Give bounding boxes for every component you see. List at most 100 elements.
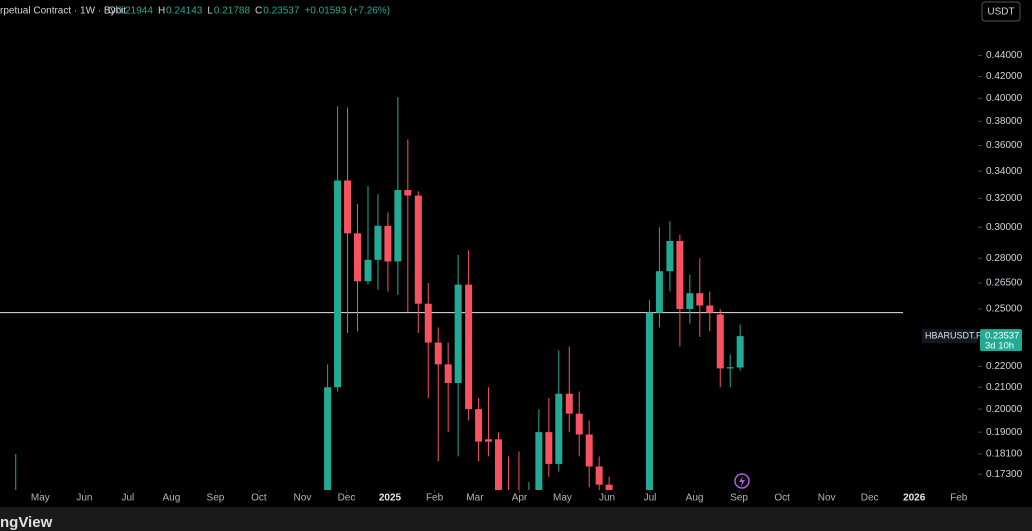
event-icon[interactable] — [734, 473, 750, 489]
y-tick-label: 0.20000 — [986, 404, 1023, 415]
ohlc-value: 0.23537 — [263, 6, 300, 17]
candle-body — [706, 305, 714, 313]
candles — [15, 97, 744, 490]
price-tag: 0.23537 — [985, 331, 1019, 342]
candle-body — [726, 367, 734, 369]
candle-body — [475, 409, 483, 442]
candle-body — [565, 393, 573, 414]
y-tick-label: 0.19000 — [986, 427, 1023, 438]
y-tick-label: 0.28000 — [986, 253, 1023, 264]
footer-bar — [0, 507, 1032, 531]
candle-body — [374, 225, 382, 260]
candle-body — [585, 434, 593, 467]
candle-body — [605, 484, 613, 490]
y-tick-label: 0.32000 — [986, 193, 1023, 204]
x-tick-label: Dec — [338, 493, 356, 504]
candle-body — [444, 364, 452, 383]
y-tick-label: 0.42000 — [986, 71, 1023, 82]
currency[interactable]: USDT — [987, 7, 1014, 18]
candle-body — [324, 387, 332, 490]
y-tick-label: 0.38000 — [986, 116, 1023, 127]
candle-body — [655, 271, 663, 313]
price-tag-bg — [980, 329, 1022, 352]
ohlc-key: L — [207, 6, 213, 17]
y-tick-label: 0.21000 — [986, 382, 1023, 393]
candle-body — [485, 439, 493, 442]
ohlc-key: O — [108, 6, 116, 17]
candle-body — [394, 190, 402, 262]
countdown: 3d 10h — [985, 341, 1014, 352]
x-tick-label: May — [553, 493, 572, 504]
candle-body — [495, 439, 503, 490]
x-tick-label: Jun — [76, 493, 92, 504]
x-tick-label: Oct — [774, 493, 790, 504]
candle-body — [595, 466, 603, 485]
x-tick-label: May — [31, 493, 50, 504]
candle-body — [696, 293, 704, 306]
x-tick-label: Mar — [466, 493, 484, 504]
candle-body — [384, 225, 392, 262]
candle-body — [364, 259, 372, 282]
x-tick-label: Sep — [207, 493, 225, 504]
candle-body — [434, 342, 442, 365]
symbol: rpetual Contract · 1W · Bybit — [0, 6, 126, 17]
y-tick-label: 0.22000 — [986, 361, 1023, 372]
x-tick-label: Aug — [686, 493, 704, 504]
candle-body — [465, 284, 473, 410]
axes: 0.44000 0.42000 0.40000 0.38000 0.36000 0.340… — [0, 50, 1023, 504]
x-tick-label: Sep — [730, 493, 748, 504]
currency-button[interactable] — [981, 1, 1021, 22]
candle-body — [545, 432, 553, 464]
candle-body — [666, 240, 674, 272]
x-tick-label: Jul — [644, 493, 657, 504]
x-tick-label: Jul — [122, 493, 135, 504]
x-tick-label: 2026 — [903, 493, 926, 504]
event-bolt — [739, 476, 745, 487]
x-tick-label: Oct — [251, 493, 267, 504]
x-tick-label: Feb — [950, 493, 968, 504]
ohlc-key: H — [158, 6, 165, 17]
x-tick-label: Jun — [599, 493, 615, 504]
y-tick-label: 0.36000 — [986, 140, 1023, 151]
candle-body — [686, 293, 694, 310]
candle-body — [645, 312, 653, 490]
candle-body — [424, 303, 432, 343]
y-tick-label: 0.30000 — [986, 222, 1023, 233]
ohlc-key: C — [255, 6, 262, 17]
candle-body — [676, 240, 684, 310]
x-tick-label: Apr — [512, 493, 528, 504]
candle-body — [404, 190, 412, 196]
y-tick-label: 0.26500 — [986, 278, 1023, 289]
candle-body — [575, 413, 583, 435]
candle-body — [535, 432, 543, 490]
x-tick-label: Dec — [861, 493, 879, 504]
x-tick-label: Feb — [426, 493, 444, 504]
y-tick-label: 0.44000 — [986, 50, 1023, 61]
x-tick-label: Nov — [818, 493, 836, 504]
candle-body — [555, 393, 563, 464]
brand: ngView — [0, 514, 53, 531]
x-tick-label: 2025 — [379, 493, 402, 504]
candle-body — [736, 336, 744, 368]
candle-body — [334, 180, 342, 388]
candle-body — [414, 195, 422, 304]
ohlc-value: 0.24143 — [166, 6, 203, 17]
candle-body — [716, 314, 724, 369]
candle-body — [354, 233, 361, 282]
y-tick-label: 0.25000 — [986, 304, 1023, 315]
x-tick-label: Aug — [163, 493, 181, 504]
ohlc-legend: O 0.21944 H 0.24143 L 0.21788 C 0.23537 +0.01593… — [108, 6, 390, 17]
x-tick-label: Nov — [294, 493, 312, 504]
y-tick-label: 0.17300 — [986, 469, 1023, 480]
candle-body — [344, 180, 352, 234]
y-tick-label: 0.40000 — [986, 93, 1023, 104]
y-tick-label: 0.34000 — [986, 166, 1023, 177]
symbol-tag-bg — [922, 329, 977, 344]
ohlc-value: 0.21788 — [214, 6, 251, 17]
change: +0.01593 (+7.26%) — [304, 6, 390, 17]
y-tick-label: 0.18100 — [986, 449, 1023, 460]
ohlc-value: 0.21944 — [117, 6, 154, 17]
symbol-tag: HBARUSDT.P — [925, 330, 982, 340]
